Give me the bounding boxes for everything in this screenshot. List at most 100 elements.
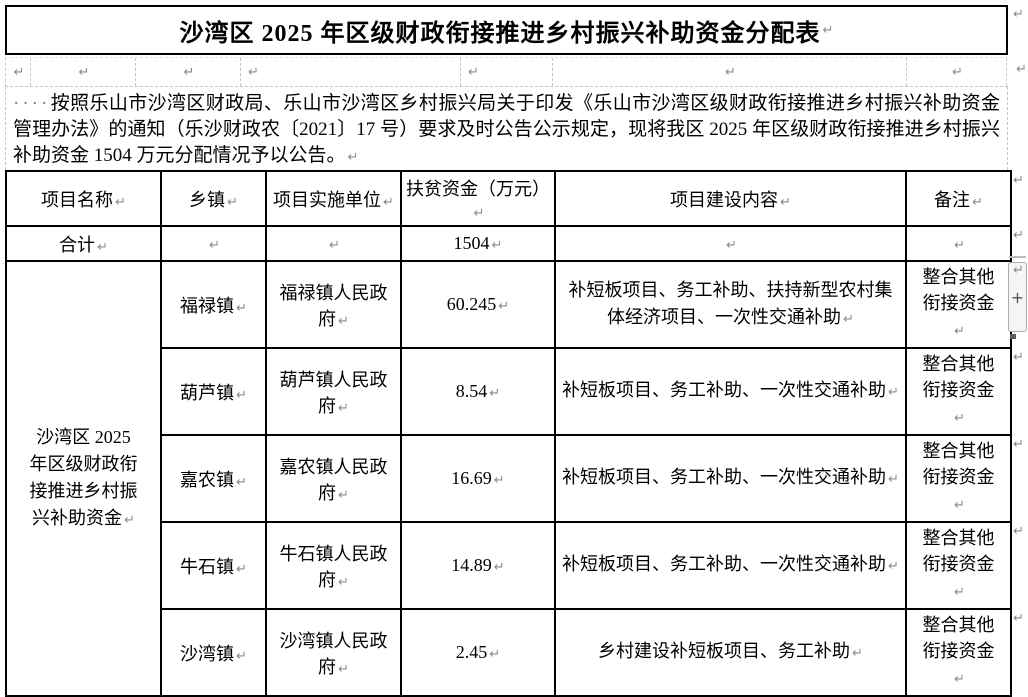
- hidden-empty-row[interactable]: ↵ ↵ ↵ ↵ ↵ ↵ ↵: [5, 57, 1008, 87]
- note-cell[interactable]: 整合其他衔接资金↵: [905, 521, 1012, 610]
- paragraph-mark-icon: ↵: [726, 238, 737, 253]
- row-end-mark-icon: ↵: [1013, 263, 1024, 278]
- content-cell[interactable]: 补短板项目、务工补助、扶持新型农村集体经济项目、一次性交通补助 ↵: [554, 260, 907, 349]
- paragraph-mark-icon: ↵: [338, 400, 349, 416]
- row-end-mark-icon: ↵: [1013, 611, 1024, 626]
- paragraph-mark-icon: ↵: [725, 64, 736, 80]
- paragraph-mark-icon: ↵: [491, 238, 503, 253]
- amount-cell[interactable]: 60.245 ↵: [400, 260, 556, 349]
- town-cell[interactable]: 葫芦镇 ↵: [160, 347, 267, 436]
- note-cell[interactable]: 整合其他衔接资金↵: [905, 347, 1012, 436]
- paragraph-mark-icon: ↵: [954, 411, 965, 426]
- content-cell[interactable]: 补短板项目、务工补助、一次性交通补助 ↵: [554, 434, 907, 523]
- total-label-cell[interactable]: 合计 ↵: [5, 225, 162, 262]
- table-row: 嘉农镇 ↵ 嘉农镇人民政府 ↵ 16.69 ↵ 补短板项目、务工补助、一次性交通补助 ↵ 整合其…: [6, 434, 1012, 523]
- paragraph-mark-icon: ↵: [383, 194, 394, 210]
- header-fund-amount[interactable]: 扶贫资金（万元）↵: [400, 170, 556, 227]
- paragraph-mark-icon: ↵: [115, 194, 126, 210]
- row-end-mark-icon: ↵: [1013, 7, 1024, 22]
- paragraph-mark-icon: ↵: [954, 324, 965, 339]
- paragraph-mark-icon: ↵: [227, 194, 238, 210]
- paragraph-mark-icon: ↵: [493, 473, 505, 488]
- plus-button[interactable]: +: [1008, 262, 1027, 332]
- plus-icon: +: [1010, 287, 1025, 307]
- paragraph-mark-icon: ↵: [468, 64, 479, 80]
- empty-cell[interactable]: ↵: [553, 58, 907, 86]
- note-cell[interactable]: 整合其他衔接资金↵: [905, 434, 1012, 523]
- paragraph-mark-icon: ↵: [236, 387, 247, 403]
- paragraph-mark-icon: ↵: [888, 472, 899, 487]
- scrollbar-tick: [1010, 334, 1016, 339]
- town-cell[interactable]: 牛石镇 ↵: [160, 521, 267, 610]
- document-title[interactable]: 沙湾区 2025 年区级财政衔接推进乡村振兴补助资金分配表: [179, 20, 821, 47]
- paragraph-mark-icon: ↵: [972, 194, 983, 210]
- empty-cell[interactable]: ↵: [554, 225, 907, 262]
- header-construction-content[interactable]: 项目建设内容 ↵: [554, 170, 907, 227]
- paragraph-mark-icon: ↵: [954, 238, 965, 253]
- paragraph-mark-icon: ↵: [236, 300, 247, 316]
- empty-cell[interactable]: ↵: [31, 58, 136, 86]
- amount-cell[interactable]: 14.89 ↵: [400, 521, 556, 610]
- paragraph-mark-icon: ↵: [843, 311, 854, 327]
- paragraph-mark-icon: ↵: [498, 299, 510, 314]
- town-cell[interactable]: 福禄镇 ↵: [160, 260, 267, 349]
- unit-cell[interactable]: 福禄镇人民政府 ↵: [265, 260, 402, 349]
- allocation-table[interactable]: 项目名称 ↵ 乡镇 ↵ 项目实施单位 ↵ 扶贫资金（万元）↵ 项目建设内容 ↵ 备注 ↵ …: [5, 170, 1012, 697]
- total-amount-cell[interactable]: 1504 ↵: [400, 225, 556, 262]
- total-row: 合计 ↵ ↵ ↵ 1504 ↵ ↵ ↵: [5, 225, 1012, 262]
- header-remarks[interactable]: 备注 ↵: [905, 170, 1012, 227]
- empty-cell[interactable]: ↵: [6, 58, 31, 86]
- note-cell[interactable]: 整合其他衔接资金↵: [905, 260, 1012, 349]
- unit-cell[interactable]: 嘉农镇人民政府 ↵: [265, 434, 402, 523]
- header-row: 项目名称 ↵ 乡镇 ↵ 项目实施单位 ↵ 扶贫资金（万元）↵ 项目建设内容 ↵ 备注 ↵: [5, 170, 1012, 227]
- empty-cell[interactable]: ↵: [160, 225, 267, 262]
- paragraph-mark-icon: ↵: [952, 64, 963, 80]
- row-end-mark-icon: ↵: [1013, 228, 1024, 243]
- project-name-cell[interactable]: 沙湾区 2025 年区级财政衔接推进乡村振兴补助资金 ↵: [5, 260, 162, 697]
- paragraph-mark-icon: ↵: [236, 648, 247, 664]
- content-cell[interactable]: 补短板项目、务工补助、一次性交通补助 ↵: [554, 347, 907, 436]
- empty-cell[interactable]: ↵: [241, 58, 461, 86]
- paragraph-mark-icon: ↵: [338, 661, 349, 677]
- town-cell[interactable]: 沙湾镇 ↵: [160, 608, 267, 697]
- unit-cell[interactable]: 葫芦镇人民政府 ↵: [265, 347, 402, 436]
- amount-cell[interactable]: 16.69 ↵: [400, 434, 556, 523]
- row-end-mark-icon: ↵: [1013, 173, 1024, 188]
- paragraph-mark-icon: ↵: [338, 487, 349, 503]
- amount-cell[interactable]: 2.45 ↵: [400, 608, 556, 697]
- paragraph-mark-icon: ↵: [78, 64, 90, 80]
- empty-cell[interactable]: ↵: [136, 58, 241, 86]
- header-township[interactable]: 乡镇 ↵: [160, 170, 267, 227]
- row-end-mark-icon: ↵: [1013, 437, 1024, 452]
- header-project-name[interactable]: 项目名称 ↵: [5, 170, 162, 227]
- paragraph-mark-icon: ↵: [852, 646, 863, 661]
- empty-cell[interactable]: ↵: [265, 225, 402, 262]
- paragraph-mark-icon: ↵: [822, 22, 834, 38]
- paragraph-mark-icon: ↵: [489, 647, 501, 662]
- empty-cell[interactable]: ↵: [905, 225, 1012, 262]
- content-cell[interactable]: 乡村建设补短板项目、务工补助 ↵: [554, 608, 907, 697]
- paragraph-mark-icon: ↵: [329, 238, 340, 253]
- paragraph-mark-icon: ↵: [954, 585, 965, 600]
- empty-cell[interactable]: ↵: [907, 58, 1007, 86]
- paragraph-mark-icon: ↵: [124, 512, 135, 528]
- unit-cell[interactable]: 沙湾镇人民政府 ↵: [265, 608, 402, 697]
- table-row: 葫芦镇 ↵ 葫芦镇人民政府 ↵ 8.54 ↵ 补短板项目、务工补助、一次性交通补助 ↵ 整合其他…: [6, 347, 1012, 436]
- intro-paragraph[interactable]: ····按照乐山市沙湾区财政局、乐山市沙湾区乡村振兴局关于印发《乐山市沙湾区级财…: [5, 87, 1008, 170]
- paragraph-mark-icon: ↵: [183, 64, 195, 80]
- note-cell[interactable]: 整合其他衔接资金↵: [905, 608, 1012, 697]
- paragraph-mark-icon: ↵: [954, 672, 965, 687]
- town-cell[interactable]: 嘉农镇 ↵: [160, 434, 267, 523]
- intro-text[interactable]: 按照乐山市沙湾区财政局、乐山市沙湾区乡村振兴局关于印发《乐山市沙湾区级财政衔接推…: [13, 93, 1000, 166]
- paragraph-mark-icon: ↵: [489, 386, 501, 401]
- paragraph-mark-icon: ↵: [338, 313, 349, 329]
- paragraph-mark-icon: ↵: [954, 498, 965, 513]
- amount-cell[interactable]: 8.54 ↵: [400, 347, 556, 436]
- header-implementing-unit[interactable]: 项目实施单位 ↵: [265, 170, 402, 227]
- indent-space-marks: ····: [13, 93, 51, 114]
- paragraph-mark-icon: ↵: [13, 64, 25, 80]
- content-cell[interactable]: 补短板项目、务工补助、一次性交通补助 ↵: [554, 521, 907, 610]
- document-title-box[interactable]: 沙湾区 2025 年区级财政衔接推进乡村振兴补助资金分配表 ↵: [5, 5, 1008, 55]
- unit-cell[interactable]: 牛石镇人民政府 ↵: [265, 521, 402, 610]
- empty-cell[interactable]: ↵: [461, 58, 553, 86]
